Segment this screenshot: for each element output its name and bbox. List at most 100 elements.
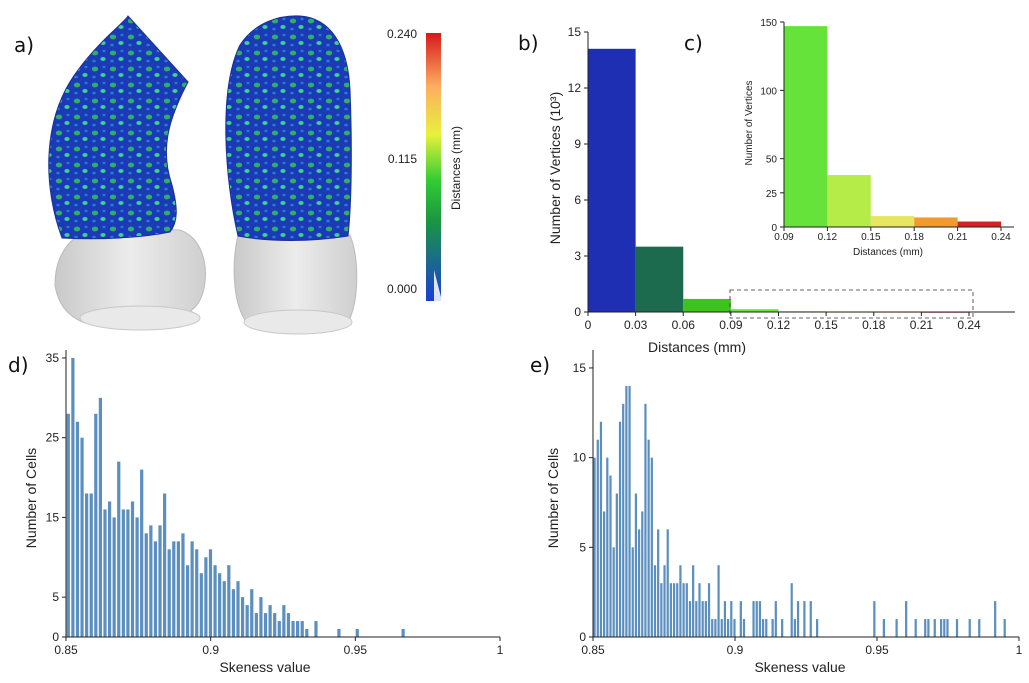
y-tick-c-4: 150 xyxy=(760,18,777,29)
bar-d-47 xyxy=(282,605,286,637)
bar-e-35 xyxy=(704,601,707,637)
bar-e-98 xyxy=(905,601,908,637)
bar-e-56 xyxy=(771,619,774,637)
bar-d-35 xyxy=(227,565,231,637)
bar-d-37 xyxy=(236,581,240,637)
bar-c-0 xyxy=(784,26,828,227)
bar-e-50 xyxy=(752,601,755,637)
y-tick-e-1: 5 xyxy=(579,540,586,554)
bar-d-0 xyxy=(66,413,70,637)
x-tick-e-0: 0.85 xyxy=(581,643,605,657)
bar-e-17 xyxy=(647,439,650,637)
y-tick-d-1: 5 xyxy=(52,590,59,604)
x-tick-b-8: 0.24 xyxy=(957,318,981,332)
bar-e-44 xyxy=(733,619,736,637)
bar-d-7 xyxy=(98,397,103,637)
bar-e-22 xyxy=(663,565,666,637)
bar-e-52 xyxy=(758,601,762,637)
bar-d-34 xyxy=(222,581,226,637)
bar-c-2 xyxy=(870,216,915,227)
bar-e-0 xyxy=(593,457,596,637)
bar-d-50 xyxy=(296,621,300,637)
y-tick-c-0: 0 xyxy=(771,223,777,234)
bar-e-11 xyxy=(628,385,631,637)
bar-e-126 xyxy=(994,601,997,637)
bar-e-1 xyxy=(596,439,599,637)
bar-e-62 xyxy=(790,583,793,637)
y-tick-e-3: 15 xyxy=(573,361,587,375)
bar-d-52 xyxy=(305,629,309,637)
bar-e-18 xyxy=(650,457,653,637)
bar-e-59 xyxy=(781,619,784,637)
chart-e-xlabel: Skeness value xyxy=(754,659,845,675)
x-tick-b-1: 0.03 xyxy=(624,318,648,332)
bar-e-66 xyxy=(803,601,806,637)
x-tick-c-3: 0.18 xyxy=(904,232,924,243)
bar-e-110 xyxy=(943,619,946,637)
x-tick-d-3: 1 xyxy=(497,643,504,657)
bar-d-49 xyxy=(291,621,295,637)
bar-e-114 xyxy=(955,619,959,637)
bar-e-9 xyxy=(622,403,625,637)
panel-label-b: b) xyxy=(518,31,539,55)
bar-e-111 xyxy=(946,619,949,637)
bar-d-27 xyxy=(190,541,194,637)
bar-e-91 xyxy=(882,619,886,637)
bar-d-46 xyxy=(277,621,281,637)
bar-e-34 xyxy=(701,601,704,637)
bar-e-26 xyxy=(676,583,679,637)
bar-d-2 xyxy=(75,421,80,637)
y-tick-d-2: 15 xyxy=(46,510,60,524)
bar-d-11 xyxy=(117,461,121,637)
chart-b: b) 0 0.03 0.06 0.09 0.12 0.15 0.18 0.21 0.24 0 3 6 9… xyxy=(518,25,1015,355)
bar-e-39 xyxy=(717,565,720,637)
colorbar: 0.240 0.115 0.000 Distances (mm) xyxy=(387,27,463,301)
chart-d-xlabel: Skeness value xyxy=(219,659,310,675)
bar-e-121 xyxy=(978,619,981,637)
bar-d-42 xyxy=(259,597,263,637)
chart-d-ylabel: Number of Cells xyxy=(23,448,39,548)
bar-d-19 xyxy=(153,541,158,637)
bar-e-38 xyxy=(714,619,717,637)
bar-d-12 xyxy=(121,509,125,637)
chart-e-ylabel: Number of Cells xyxy=(545,448,561,548)
y-tick-b-1: 3 xyxy=(574,249,581,263)
bar-e-16 xyxy=(644,403,647,637)
bar-d-1 xyxy=(71,357,75,637)
bar-d-29 xyxy=(199,573,203,637)
x-tick-b-0: 0 xyxy=(585,318,592,332)
chart-c-xlabel: Distances (mm) xyxy=(853,247,923,258)
bar-e-25 xyxy=(672,583,676,637)
bar-d-17 xyxy=(144,533,148,637)
colorbar-gradient xyxy=(426,33,441,301)
bar-e-47 xyxy=(742,619,746,637)
bar-e-46 xyxy=(739,601,742,637)
bar-e-104 xyxy=(924,619,927,637)
bar-d-33 xyxy=(218,573,222,637)
bar-c-4 xyxy=(957,221,1001,227)
bar-d-20 xyxy=(158,525,162,637)
bar-d-54 xyxy=(314,621,318,637)
bar-d-39 xyxy=(245,605,249,637)
bar-d-16 xyxy=(140,469,144,637)
bar-d-13 xyxy=(126,509,130,637)
panel-label-e: e) xyxy=(530,353,550,377)
bar-e-33 xyxy=(698,583,701,637)
bar-c-3 xyxy=(914,217,958,227)
bar-e-4 xyxy=(606,457,609,637)
bar-d-23 xyxy=(172,541,176,637)
bar-d-45 xyxy=(273,613,277,637)
bar-e-19 xyxy=(653,565,657,637)
bar-e-64 xyxy=(796,601,800,637)
bar-e-24 xyxy=(669,583,673,637)
bar-e-57 xyxy=(774,601,777,637)
x-tick-e-3: 1 xyxy=(1016,643,1023,657)
bar-d-14 xyxy=(130,501,135,637)
bar-e-7 xyxy=(615,493,618,637)
y-tick-e-2: 10 xyxy=(573,451,587,465)
x-tick-c-5: 0.24 xyxy=(991,232,1011,243)
chart-c: c) 0.09 0.12 0.15 0.18 0.21 0.24 0 25 50 100 150 D… xyxy=(684,18,1014,258)
bar-e-28 xyxy=(682,583,685,637)
x-tick-e-2: 0.95 xyxy=(865,643,889,657)
bar-d-44 xyxy=(268,605,272,637)
